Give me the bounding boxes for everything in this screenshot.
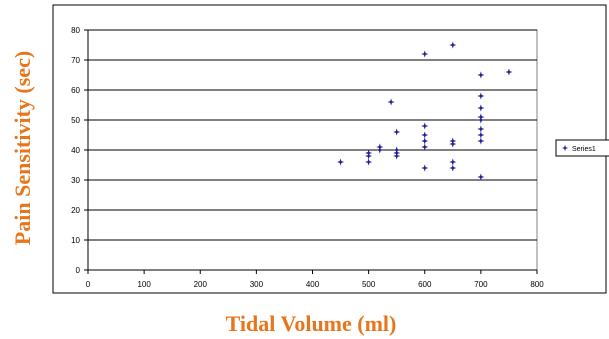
- x-tick-label-300: 300: [250, 280, 264, 289]
- data-points: [336, 41, 513, 181]
- x-tick-label-400: 400: [306, 280, 320, 289]
- data-point: [449, 164, 457, 172]
- data-point: [365, 158, 373, 166]
- x-tick-label-200: 200: [194, 280, 208, 289]
- y-axis-ticks: 0 10 20 30 40 50 60 70 80: [71, 26, 88, 275]
- x-axis-title: Tidal Volume (ml): [226, 311, 397, 336]
- data-point: [421, 122, 429, 130]
- legend-box: [555, 139, 609, 157]
- legend-marker-series1: [561, 144, 569, 152]
- gridlines: [88, 29, 537, 241]
- data-point: [421, 164, 429, 172]
- data-point: [376, 143, 384, 151]
- y-tick-label-40: 40: [71, 146, 80, 155]
- data-point: [477, 104, 485, 112]
- data-point: [336, 158, 345, 166]
- y-tick-label-80: 80: [71, 26, 80, 35]
- legend-label-series1: Series1: [572, 146, 596, 153]
- data-point: [505, 68, 513, 76]
- data-point: [365, 149, 373, 157]
- legend-star-marker: [561, 144, 569, 152]
- x-tick-label-0: 0: [86, 280, 91, 289]
- y-tick-label-70: 70: [71, 56, 80, 65]
- data-point: [393, 146, 401, 154]
- x-tick-label-100: 100: [137, 280, 151, 289]
- x-axis-ticks: 0 100 200 300 400 500 600 700 800: [86, 270, 544, 289]
- data-point: [477, 113, 485, 121]
- y-tick-label-30: 30: [71, 176, 80, 185]
- data-point: [393, 128, 401, 136]
- x-tick-label-500: 500: [362, 280, 376, 289]
- data-point: [477, 71, 485, 79]
- data-point: [421, 50, 429, 58]
- y-tick-label-10: 10: [71, 236, 80, 245]
- data-point: [477, 125, 485, 133]
- y-tick-label-0: 0: [76, 266, 81, 275]
- x-tick-label-800: 800: [530, 280, 544, 289]
- data-point: [477, 131, 485, 139]
- x-tick-label-700: 700: [474, 280, 488, 289]
- y-axis-title: Pain Sensitivity (sec): [10, 51, 35, 245]
- y-tick-label-20: 20: [71, 206, 80, 215]
- y-tick-label-50: 50: [71, 116, 80, 125]
- legend: Series1: [555, 139, 609, 157]
- data-point: [449, 158, 457, 166]
- y-tick-label-60: 60: [71, 86, 80, 95]
- data-point: [421, 143, 429, 151]
- x-tick-label-600: 600: [418, 280, 432, 289]
- data-point: [449, 41, 457, 49]
- data-point: [449, 137, 457, 145]
- data-point: [477, 137, 485, 145]
- data-point: [477, 92, 485, 100]
- data-point: [421, 137, 429, 145]
- data-point: [387, 98, 395, 106]
- data-point: [477, 173, 485, 181]
- data-point: [421, 131, 429, 139]
